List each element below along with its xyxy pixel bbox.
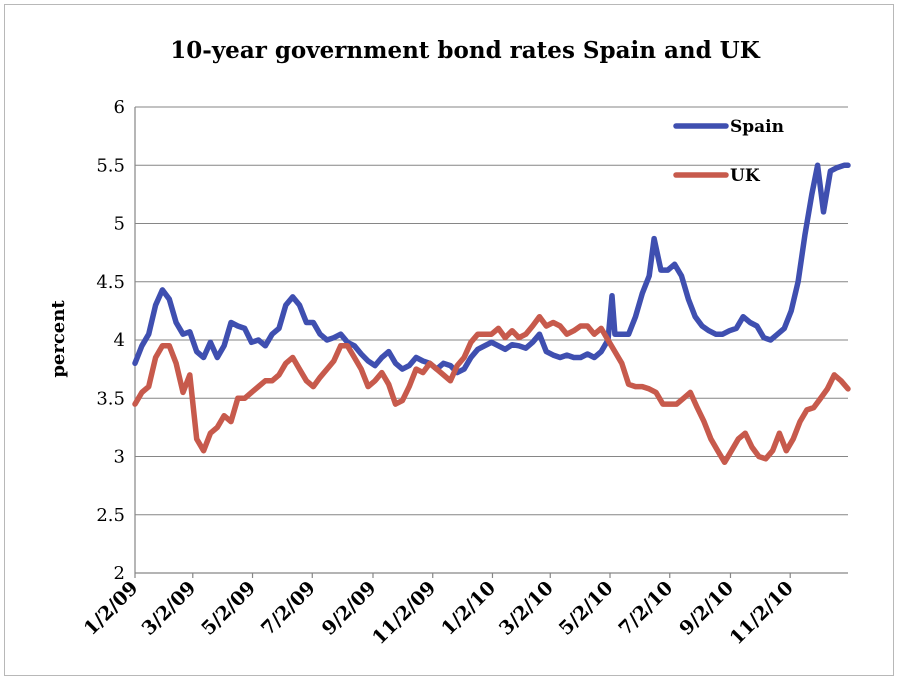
y-tick-label: 5 (114, 214, 125, 235)
y-tick-label: 6 (114, 97, 125, 118)
legend-label-spain: Spain (730, 117, 784, 137)
series-line-spain (132, 162, 851, 376)
y-axis-label: percent (48, 300, 69, 378)
series-line-uk (132, 313, 851, 466)
y-tick-label: 2 (114, 563, 125, 584)
y-tick-label: 4 (114, 330, 125, 351)
x-tick-label: 11/2/09 (368, 577, 440, 649)
y-tick-label: 2.5 (96, 505, 125, 526)
x-tick-label: 3/2/09 (138, 577, 201, 640)
x-tick-label: 7/2/09 (257, 577, 320, 640)
series-lines (132, 162, 851, 466)
y-tick-label: 3.5 (96, 388, 125, 409)
x-tick-label: 5/2/09 (197, 577, 260, 640)
x-tick-label: 7/2/10 (615, 577, 678, 640)
y-tick-label: 4.5 (96, 272, 125, 293)
legend: Spain UK (673, 117, 784, 186)
chart-title: 10-year government bond rates Spain and … (170, 37, 760, 64)
x-tick-label: 3/2/10 (495, 577, 558, 640)
axes (134, 107, 848, 578)
y-tick-label: 5.5 (96, 155, 125, 176)
x-tick-label: 1/2/09 (80, 577, 143, 640)
x-tick-labels: 1/2/093/2/095/2/097/2/099/2/0911/2/091/2… (80, 577, 798, 649)
x-tick-label: 5/2/10 (555, 577, 618, 640)
legend-label-uk: UK (730, 166, 761, 186)
x-tick-label: 1/2/10 (437, 577, 500, 640)
y-tick-labels: 2 2.5 3 3.5 4 4.5 5 5.5 6 (96, 97, 125, 584)
x-tick-label: 11/2/10 (726, 577, 798, 649)
y-tick-label: 3 (114, 447, 125, 468)
